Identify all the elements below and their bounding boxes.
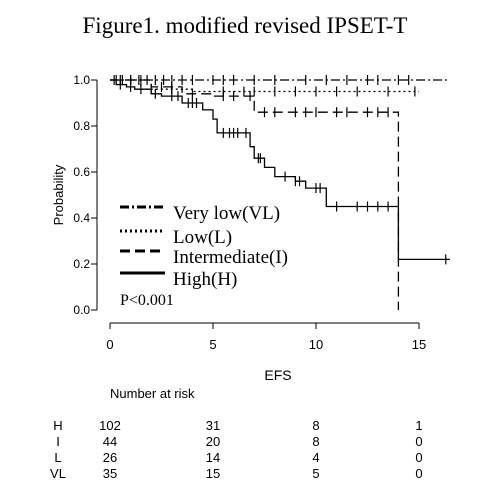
risk-cell: 5 <box>312 466 319 481</box>
x-tick-label: 5 <box>209 337 216 352</box>
legend-label: Very low(VL) <box>173 203 280 224</box>
x-tick-label: 10 <box>309 337 323 352</box>
risk-table: Number at risk H 102 31 8 1 I 44 20 8 0 L 26 14 4 0 VL 35… <box>50 386 423 481</box>
risk-cell: 31 <box>206 418 220 433</box>
risk-cell: 8 <box>312 418 319 433</box>
legend-label: High(H) <box>173 269 237 290</box>
y-tick-label: 0.0 <box>73 303 90 317</box>
axes: 0.0 0.2 0.4 0.6 0.8 1.0 0 5 10 15 <box>73 73 426 352</box>
risk-cell: 26 <box>103 450 117 465</box>
curve-line <box>110 79 450 261</box>
risk-row-label: I <box>56 434 60 449</box>
y-tick-label: 0.8 <box>73 119 90 133</box>
p-value-annotation: P<0.001 <box>120 292 174 309</box>
risk-cell: 20 <box>206 434 220 449</box>
x-axis-label: EFS <box>264 367 291 383</box>
y-tick-label: 0.6 <box>73 165 90 179</box>
survival-curves <box>110 75 450 310</box>
curve-line <box>110 79 400 310</box>
legend-label: Low(L) <box>173 227 232 248</box>
risk-cell: 44 <box>103 434 117 449</box>
chart-title: Figure1. modified revised IPSET-T <box>83 13 408 38</box>
risk-cell: 102 <box>99 418 121 433</box>
x-tick-label: 0 <box>106 337 113 352</box>
risk-row-label: H <box>53 418 62 433</box>
series-solid <box>110 75 450 265</box>
y-tick-label: 0.2 <box>73 257 90 271</box>
risk-cell: 14 <box>206 450 220 465</box>
y-tick-label: 1.0 <box>73 73 90 87</box>
risk-row-label: VL <box>50 466 66 481</box>
risk-cell: 35 <box>103 466 117 481</box>
legend: Very low(VL) Low(L)Intermediate(I)High(H) <box>120 203 288 290</box>
risk-cell: 15 <box>206 466 220 481</box>
risk-cell: 0 <box>415 434 422 449</box>
x-tick-label: 15 <box>412 337 426 352</box>
risk-table-title: Number at risk <box>110 386 195 401</box>
legend-label: Intermediate(I) <box>173 247 288 268</box>
y-tick-label: 0.4 <box>73 211 90 225</box>
risk-cell: 0 <box>415 450 422 465</box>
risk-cell: 0 <box>415 466 422 481</box>
y-axis-label: Probability <box>51 164 66 225</box>
risk-cell: 1 <box>415 418 422 433</box>
risk-cell: 4 <box>312 450 319 465</box>
curve-line <box>110 79 419 93</box>
risk-row-label: L <box>54 450 61 465</box>
risk-cell: 8 <box>312 434 319 449</box>
series-dashed <box>110 75 400 310</box>
